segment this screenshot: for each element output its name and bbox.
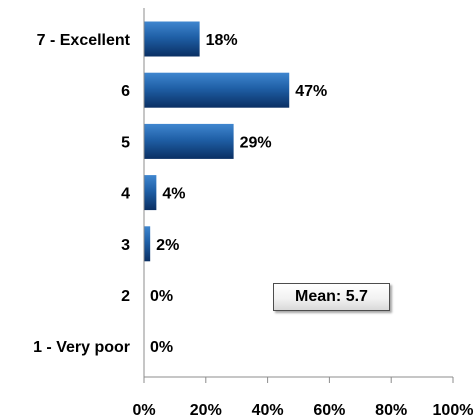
bar <box>144 175 157 211</box>
data-label: 18% <box>206 32 238 49</box>
data-label: 47% <box>295 83 327 100</box>
category-label: 3 <box>121 237 130 254</box>
category-label: 6 <box>121 83 130 100</box>
bar <box>144 72 290 108</box>
labels-layer: 7 - Excellent 18% 6 47% 5 29% 4 4% 3 2% 2 0% 1 - Ver… <box>33 32 327 356</box>
bar <box>144 123 234 159</box>
data-label: 2% <box>156 237 179 254</box>
category-label: 4 <box>121 186 130 203</box>
x-tick-label: 80% <box>375 402 407 419</box>
x-axis: 0% 20% 40% 60% 80% 100% <box>132 8 473 419</box>
category-label: 5 <box>121 134 130 151</box>
x-tick-label: 0% <box>132 402 155 419</box>
data-label: 4% <box>162 186 185 203</box>
x-tick-label: 60% <box>313 402 345 419</box>
category-label: 2 <box>121 288 130 305</box>
data-label: 29% <box>240 134 272 151</box>
bar <box>144 226 151 262</box>
mean-text: Mean: 5.7 <box>295 288 368 305</box>
x-tick-label: 100% <box>433 402 474 419</box>
x-tick-label: 20% <box>190 402 222 419</box>
data-label: 0% <box>150 339 173 356</box>
bars-layer <box>144 21 290 262</box>
category-label: 1 - Very poor <box>33 339 130 356</box>
bar <box>144 21 200 57</box>
x-tick-label: 40% <box>252 402 284 419</box>
data-label: 0% <box>150 288 173 305</box>
mean-annotation: Mean: 5.7 <box>273 283 390 311</box>
category-label: 7 - Excellent <box>37 32 131 49</box>
